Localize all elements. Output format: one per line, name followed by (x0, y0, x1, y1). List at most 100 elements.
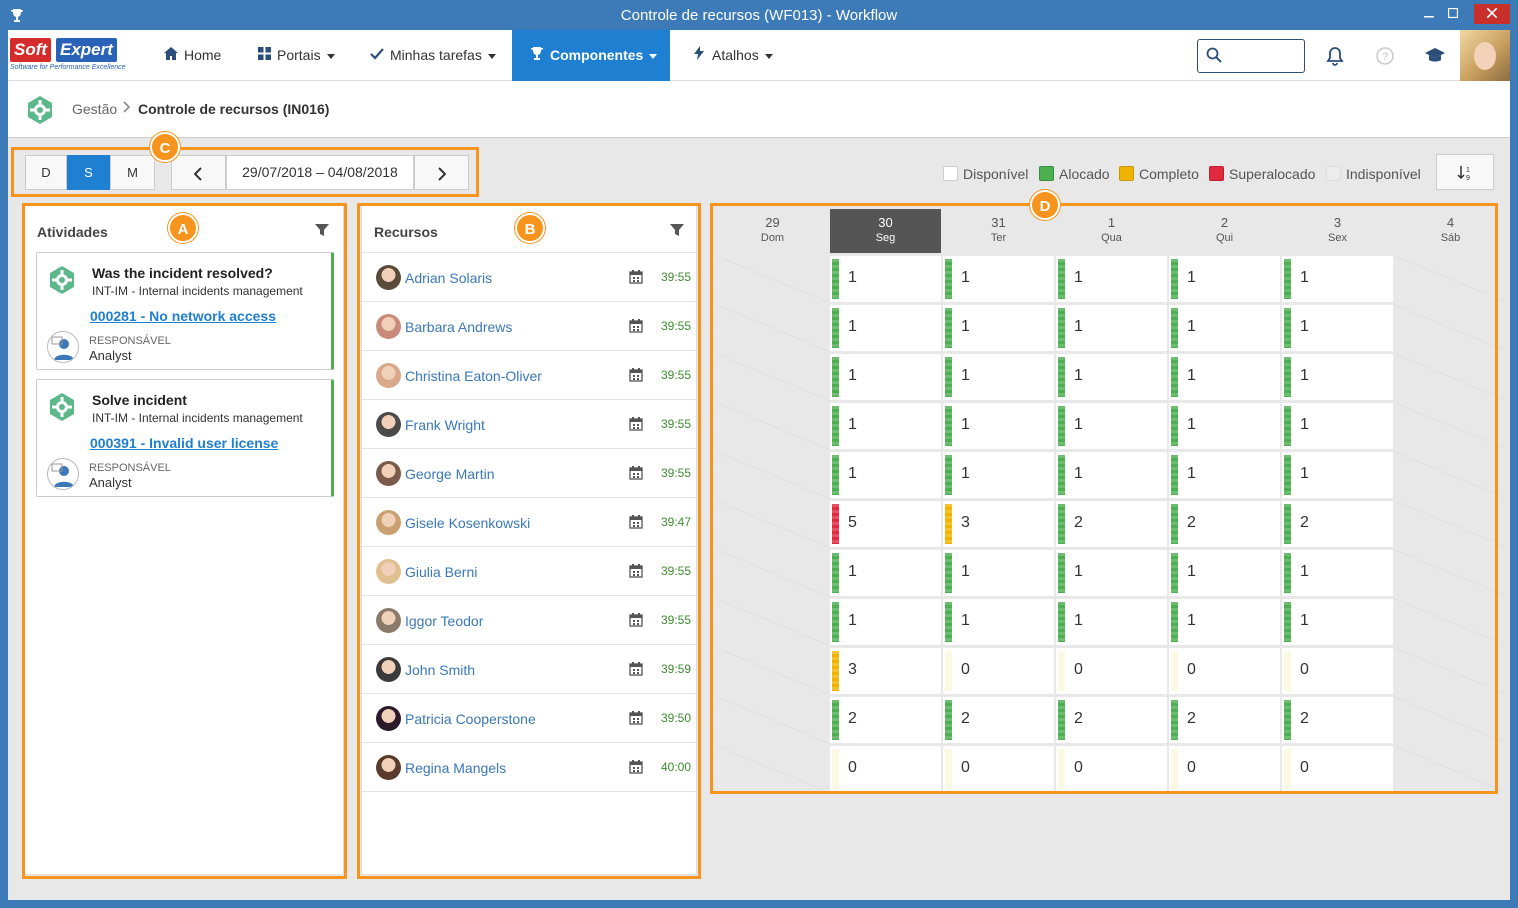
calendar-cell[interactable]: 2 (1282, 501, 1393, 547)
calendar-cell[interactable]: 1 (830, 354, 941, 400)
resource-row[interactable]: Regina Mangels 40:00 (362, 743, 702, 792)
calendar-cell[interactable]: 2 (1169, 697, 1280, 743)
calendar-cell-unavailable[interactable] (717, 256, 828, 302)
activity-card[interactable]: Solve incident INT-IM - Internal inciden… (36, 379, 334, 497)
date-range-display[interactable]: 29/07/2018 – 04/08/2018 (226, 155, 414, 190)
calendar-cell[interactable]: 5 (830, 501, 941, 547)
resource-name[interactable]: Regina Mangels (405, 760, 507, 776)
calendar-cell[interactable]: 1 (1282, 403, 1393, 449)
calendar-cell[interactable]: 1 (1169, 452, 1280, 498)
calendar-cell-unavailable[interactable] (1395, 305, 1506, 351)
view-week-button[interactable]: S (67, 155, 110, 190)
resource-row[interactable]: Gisele Kosenkowski 39:47 (362, 498, 702, 547)
calendar-cell-unavailable[interactable] (1395, 256, 1506, 302)
prev-period-button[interactable] (171, 155, 226, 190)
calendar-cell[interactable]: 1 (1169, 305, 1280, 351)
calendar-cell[interactable]: 1 (830, 452, 941, 498)
calendar-cell-unavailable[interactable] (717, 354, 828, 400)
calendar-icon[interactable] (629, 710, 644, 725)
calendar-cell-unavailable[interactable] (1395, 501, 1506, 547)
view-day-button[interactable]: D (25, 155, 67, 190)
calendar-cell[interactable]: 1 (830, 305, 941, 351)
calendar-cell-unavailable[interactable] (717, 746, 828, 792)
calendar-cell[interactable]: 1 (1282, 599, 1393, 645)
calendar-cell[interactable]: 0 (1056, 746, 1167, 792)
calendar-cell[interactable]: 2 (830, 697, 941, 743)
calendar-cell[interactable]: 0 (943, 746, 1054, 792)
calendar-cell-unavailable[interactable] (1395, 403, 1506, 449)
calendar-cell-unavailable[interactable] (1395, 697, 1506, 743)
graduation-cap-icon[interactable] (1421, 42, 1449, 70)
calendar-cell[interactable]: 0 (943, 648, 1054, 694)
calendar-cell[interactable]: 0 (1282, 746, 1393, 792)
day-header[interactable]: 1 Qua (1056, 209, 1167, 253)
calendar-cell[interactable]: 1 (1056, 256, 1167, 302)
calendar-cell-unavailable[interactable] (717, 403, 828, 449)
resource-row[interactable]: Frank Wright 39:55 (362, 400, 702, 449)
calendar-cell[interactable]: 1 (830, 599, 941, 645)
calendar-cell[interactable]: 2 (1056, 697, 1167, 743)
resource-row[interactable]: Iggor Teodor 39:55 (362, 596, 702, 645)
day-header[interactable]: 29 Dom (717, 209, 828, 253)
calendar-cell[interactable]: 1 (1282, 452, 1393, 498)
maximize-button[interactable] (1442, 4, 1464, 24)
resource-name[interactable]: Gisele Kosenkowski (405, 515, 531, 531)
nav-portais[interactable]: Portais (253, 30, 337, 81)
calendar-cell[interactable]: 1 (943, 452, 1054, 498)
calendar-cell[interactable]: 0 (1169, 746, 1280, 792)
calendar-cell[interactable]: 1 (1169, 256, 1280, 302)
calendar-icon[interactable] (629, 465, 644, 480)
calendar-cell[interactable]: 3 (943, 501, 1054, 547)
calendar-cell[interactable]: 1 (1169, 403, 1280, 449)
calendar-icon[interactable] (629, 563, 644, 578)
filter-icon[interactable] (314, 222, 330, 238)
calendar-cell-unavailable[interactable] (717, 697, 828, 743)
calendar-icon[interactable] (629, 318, 644, 333)
calendar-cell[interactable]: 1 (1056, 550, 1167, 596)
calendar-icon[interactable] (629, 269, 644, 284)
calendar-cell[interactable]: 0 (1056, 648, 1167, 694)
calendar-cell-unavailable[interactable] (1395, 746, 1506, 792)
calendar-cell[interactable]: 1 (1056, 305, 1167, 351)
resource-name[interactable]: George Martin (405, 466, 495, 482)
softexpert-logo[interactable]: Soft Expert Software for Performance Exc… (10, 38, 140, 76)
day-header[interactable]: 30 Seg (830, 209, 941, 253)
breadcrumb-parent[interactable]: Gestão (72, 101, 118, 117)
calendar-cell[interactable]: 1 (1282, 354, 1393, 400)
calendar-icon[interactable] (629, 661, 644, 676)
nav-home[interactable]: Home (160, 30, 223, 81)
calendar-cell[interactable]: 1 (1169, 354, 1280, 400)
calendar-cell-unavailable[interactable] (717, 305, 828, 351)
calendar-cell-unavailable[interactable] (717, 550, 828, 596)
calendar-cell[interactable]: 3 (830, 648, 941, 694)
calendar-cell-unavailable[interactable] (1395, 599, 1506, 645)
activity-link[interactable]: 000281 - No network access (90, 308, 276, 324)
calendar-cell-unavailable[interactable] (1395, 550, 1506, 596)
resource-name[interactable]: John Smith (405, 662, 476, 678)
nav-atalhos[interactable]: Atalhos (688, 30, 775, 81)
resource-row[interactable]: Christina Eaton-Oliver 39:55 (362, 351, 702, 400)
nav-componentes[interactable]: Componentes (512, 30, 670, 81)
calendar-cell-unavailable[interactable] (717, 452, 828, 498)
day-header[interactable]: 31 Ter (943, 209, 1054, 253)
calendar-cell[interactable]: 1 (1056, 599, 1167, 645)
calendar-cell-unavailable[interactable] (1395, 648, 1506, 694)
calendar-cell-unavailable[interactable] (1395, 354, 1506, 400)
calendar-cell[interactable]: 0 (1282, 648, 1393, 694)
filter-icon[interactable] (669, 222, 685, 238)
calendar-cell[interactable]: 2 (1169, 501, 1280, 547)
resource-name[interactable]: Frank Wright (405, 417, 485, 433)
calendar-icon[interactable] (629, 416, 644, 431)
calendar-cell[interactable]: 0 (830, 746, 941, 792)
calendar-cell[interactable]: 1 (943, 256, 1054, 302)
calendar-cell[interactable]: 1 (1056, 354, 1167, 400)
day-header[interactable]: 3 Sex (1282, 209, 1393, 253)
resource-row[interactable]: George Martin 39:55 (362, 449, 702, 498)
calendar-cell[interactable]: 2 (1056, 501, 1167, 547)
calendar-cell[interactable]: 1 (1169, 550, 1280, 596)
calendar-cell[interactable]: 1 (1056, 452, 1167, 498)
activity-link[interactable]: 000391 - Invalid user license (90, 435, 279, 451)
calendar-icon[interactable] (629, 759, 644, 774)
calendar-cell[interactable]: 1 (1282, 550, 1393, 596)
